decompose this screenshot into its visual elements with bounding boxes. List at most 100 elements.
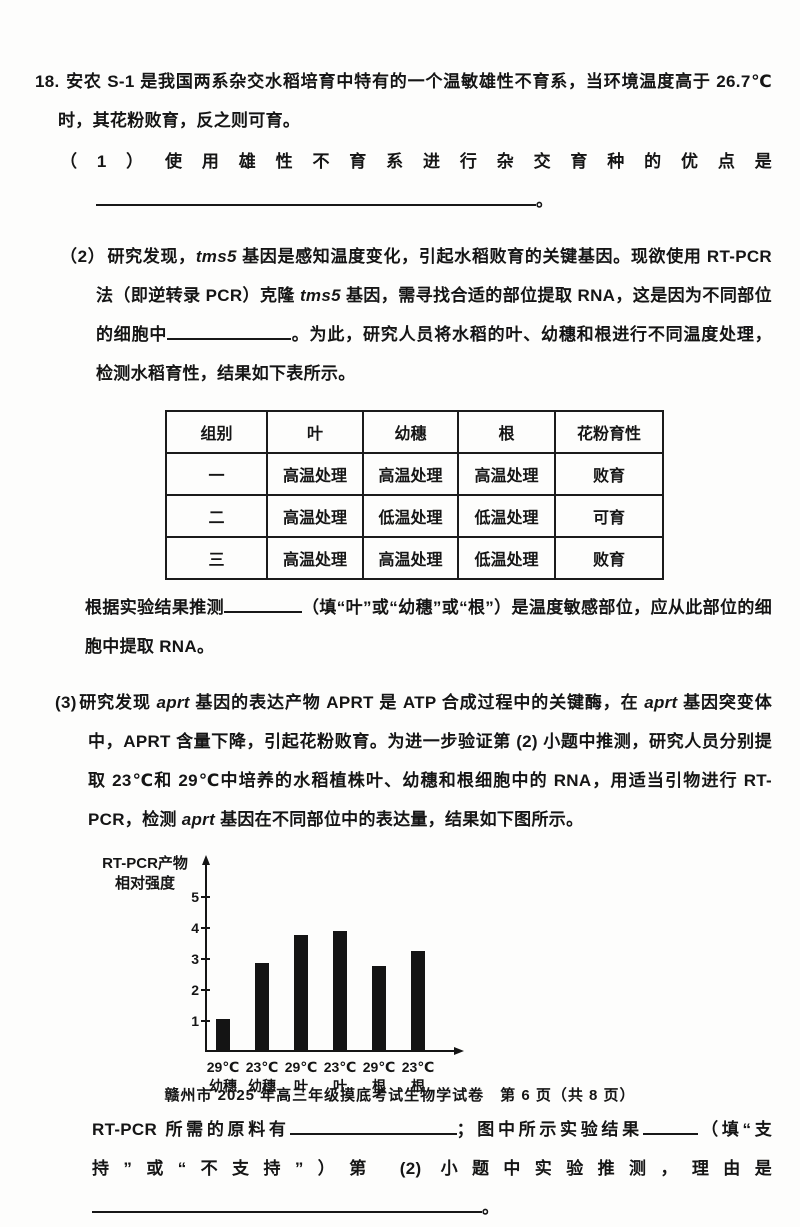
y-axis-label: RT-PCR产物 相对强度 <box>85 854 205 894</box>
y-tick-label: 4 <box>191 920 199 936</box>
text-segment: （填“叶”或“幼穗”或“根”）是温度敏感部位，应从此部位的细胞中提取 RNA。 <box>85 598 772 656</box>
text-segment: 基因的表达产物 APRT 是 ATP 合成过程中的关键酶，在 <box>189 693 645 712</box>
plot-area: 1 2 3 4 5 29℃ 幼穗 23℃ 幼穗 29℃ 叶 23℃ 叶 29℃ 根 23℃ 根 <box>191 855 465 1094</box>
y-axis-label-line1: RT-PCR产物 <box>102 855 188 872</box>
after-table-text: 根据实验结果推测 （填“叶”或“幼穗”或“根”）是温度敏感部位，应从此部位的细胞中… <box>85 588 772 666</box>
y-tick-label: 3 <box>191 951 199 967</box>
answer-blank <box>642 1116 698 1135</box>
table-header-cell: 叶 <box>266 410 364 454</box>
question-intro-text: 安农 S-1 是我国两系杂交水稻培育中特有的一个温敏雄性不育系，当环境温度高于 … <box>58 72 772 130</box>
x-axis-arrow-icon <box>454 1047 464 1055</box>
text-segment: aprt <box>156 693 190 712</box>
sub-question-2-label: （2） <box>60 247 106 266</box>
text-segment: 。为此，研究人员将水稻的叶、幼穗和根进行不同温度处理，检测水稻育性，结果如下表所… <box>96 325 772 383</box>
scanned-exam-sheet: 18. 安农 S-1 是我国两系杂交水稻培育中特有的一个温敏雄性不育系，当环境温度… <box>0 72 800 1217</box>
after-table-segments: 根据实验结果推测 （填“叶”或“幼穗”或“根”）是温度敏感部位，应从此部位的细胞中… <box>85 598 772 656</box>
table-header-cell: 花粉育性 <box>554 410 664 454</box>
x-tick-label-line: 29℃ <box>284 1059 318 1075</box>
page-footer: 赣州市 2025 年高三年级摸底考试生物学试卷 第 6 页（共 8 页） <box>0 1084 800 1105</box>
bar <box>333 930 347 1050</box>
table-cell: 高温处理 <box>266 536 364 580</box>
text-segment: tms5 <box>299 286 341 305</box>
x-tick-label: 29℃ 叶 <box>277 1058 325 1096</box>
x-tick-label-line: 幼穗 <box>248 1078 276 1094</box>
fertility-result-table: 组别叶幼穗根花粉育性 一高温处理 高温处理 高温处理 败育二高温处理 低温处理 低温处理可… <box>165 410 664 580</box>
answer-blank <box>96 187 536 206</box>
x-tick-label-line: 叶 <box>294 1078 308 1094</box>
y-tick-mark <box>201 958 210 960</box>
question-number: 18. <box>35 72 60 91</box>
table-cell: 三 <box>165 536 268 580</box>
text-segment: 。 <box>536 191 554 210</box>
table-body: 一高温处理 高温处理 高温处理 败育二高温处理 低温处理 低温处理 可育三高温处理 高温处理低… <box>165 452 664 580</box>
after-chart-text: RT-PCR 所需的原料有 ；图中所示实验结果 （填“支持”或“不支持”）第 (2)… <box>92 1110 772 1227</box>
text-segment: 研究发现， <box>107 247 196 266</box>
table-cell: 高温处理 <box>266 452 364 496</box>
y-axis-arrow-icon <box>202 855 210 865</box>
bar <box>411 950 425 1050</box>
bar <box>372 966 386 1050</box>
x-tick-label: 29℃ 根 <box>355 1058 403 1096</box>
sub-question-3-text: 研究发现 aprt 基因的表达产物 APRT 是 ATP 合成过程中的关键酶，在… <box>79 693 772 829</box>
x-tick-label-line: 23℃ <box>323 1059 357 1075</box>
answer-blank <box>289 1116 457 1135</box>
answer-blank <box>92 1194 482 1213</box>
y-tick-mark <box>201 1020 210 1022</box>
text-segment: aprt <box>644 693 678 712</box>
table-header-cell: 组别 <box>165 410 268 454</box>
text-segment: 使用雄性不育系进行杂交育种的优点是 <box>165 152 772 171</box>
bar <box>216 1019 230 1050</box>
sub-question-3: (3) 研究发现 aprt 基因的表达产物 APRT 是 ATP 合成过程中的关键… <box>55 683 772 839</box>
text-segment: RT-PCR 所需的原料有 <box>92 1120 290 1139</box>
sub-question-1-text: 使用雄性不育系进行杂交育种的优点是。 <box>96 152 772 210</box>
bar <box>255 963 269 1050</box>
page-footer-text: 赣州市 2025 年高三年级摸底考试生物学试卷 第 6 页（共 8 页） <box>164 1087 636 1104</box>
y-tick-label: 2 <box>191 982 199 998</box>
x-tick-label-line: 幼穗 <box>209 1078 237 1094</box>
x-tick-label-line: 23℃ <box>401 1059 435 1075</box>
x-tick-label-line: 23℃ <box>245 1059 279 1075</box>
text-segment: 基因突变体中，APRT 含量下降，引起花粉败育。为进一步验证第 (2) 小题中推… <box>88 693 772 829</box>
y-tick-label: 1 <box>191 1013 199 1029</box>
bar-chart: RT-PCR产物 相对强度 1 2 3 4 5 29℃ 幼穗 23℃ 幼穗 29℃ 叶 23℃ 叶 29℃… <box>85 854 465 1100</box>
text-segment: ；图中所示实验结果 <box>456 1120 643 1139</box>
table-header-cell: 幼穗 <box>362 410 459 454</box>
x-tick-label: 29℃ 幼穗 <box>199 1058 247 1096</box>
x-tick-label: 23℃ 叶 <box>316 1058 364 1096</box>
y-tick-mark <box>201 927 210 929</box>
y-axis-label-line2: 相对强度 <box>114 875 175 892</box>
y-tick-mark <box>201 989 210 991</box>
y-tick-label: 5 <box>191 889 199 905</box>
table-cell: 败育 <box>554 452 664 496</box>
table-cell: 一 <box>165 452 268 496</box>
x-axis-line <box>205 1050 455 1052</box>
text-segment: 基因是感知温度变化，引起水稻败育的关键基因。现欲使用 RT-PCR 法（即逆转录… <box>96 247 773 305</box>
y-tick-mark <box>201 896 210 898</box>
text-segment: 安农 S-1 是我国两系杂交水稻培育中特有的一个温敏雄性不育系，当环境温度高于 … <box>58 72 772 130</box>
answer-blank <box>167 321 292 340</box>
bar <box>294 935 308 1050</box>
table-row: 二高温处理 低温处理 低温处理 可育 <box>165 494 664 538</box>
x-tick-label-line: 根 <box>411 1078 425 1094</box>
text-segment: 研究发现 <box>78 693 157 712</box>
table-header-cell: 根 <box>457 410 556 454</box>
question-intro: 18. 安农 S-1 是我国两系杂交水稻培育中特有的一个温敏雄性不育系，当环境温度… <box>35 62 772 140</box>
text-segment: 。 <box>482 1198 500 1217</box>
table-row: 三高温处理 高温处理 低温处理 败育 <box>165 536 664 580</box>
table-cell: 低温处理 <box>362 494 459 538</box>
exam-page: { "page": { "footer": "赣州市 2025 年高三年级摸底考… <box>0 72 800 1217</box>
x-tick-label-line: 根 <box>372 1078 386 1094</box>
table-row: 一高温处理 高温处理 高温处理 败育 <box>165 452 664 496</box>
text-segment: 根据实验结果推测 <box>85 598 224 617</box>
table-cell: 可育 <box>554 494 664 538</box>
table-cell: 高温处理 <box>362 452 459 496</box>
x-tick-label-line: 29℃ <box>206 1059 240 1075</box>
text-segment: tms5 <box>195 247 237 266</box>
x-tick-label-line: 叶 <box>333 1078 347 1094</box>
answer-blank <box>223 594 302 613</box>
x-tick-label: 23℃ 根 <box>394 1058 442 1096</box>
after-chart-segments: RT-PCR 所需的原料有 ；图中所示实验结果 （填“支持”或“不支持”）第 (2)… <box>92 1120 772 1217</box>
table-cell: 高温处理 <box>457 452 556 496</box>
table-cell: 败育 <box>554 536 664 580</box>
